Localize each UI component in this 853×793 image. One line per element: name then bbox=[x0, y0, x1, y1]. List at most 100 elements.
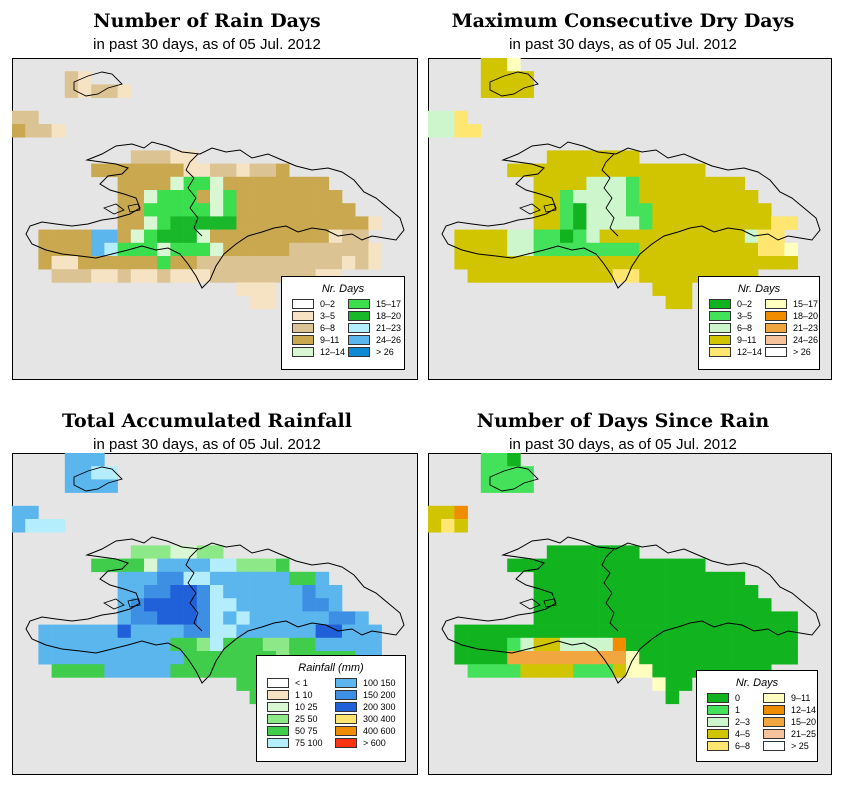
grid-cell bbox=[117, 585, 132, 599]
grid-cell bbox=[223, 611, 237, 625]
legend-item: < 1 bbox=[267, 678, 308, 689]
grid-cell bbox=[731, 216, 746, 230]
legend-item: 100 150 bbox=[335, 678, 396, 689]
grid-cell bbox=[196, 269, 211, 283]
grid-cell bbox=[639, 256, 653, 270]
grid-cell bbox=[130, 163, 145, 178]
grid-cell bbox=[678, 176, 693, 191]
grid-cell bbox=[236, 216, 250, 230]
legend-label: 3–5 bbox=[320, 311, 336, 321]
grid-cell bbox=[170, 242, 184, 257]
grid-cell bbox=[678, 269, 693, 283]
grid-cell bbox=[196, 216, 211, 230]
grid-cell bbox=[130, 256, 145, 270]
grid-cell bbox=[38, 651, 52, 665]
legend-item: 10 25 bbox=[267, 702, 318, 713]
grid-cell bbox=[744, 598, 759, 612]
grid-cell bbox=[507, 58, 521, 72]
grid-cell bbox=[467, 269, 482, 283]
grid-cell bbox=[705, 190, 719, 204]
grid-cell bbox=[64, 453, 79, 467]
legend-label: 200 300 bbox=[363, 702, 396, 712]
grid-cell bbox=[157, 651, 171, 665]
grid-cell bbox=[210, 242, 224, 257]
legend-item: 2–3 bbox=[707, 717, 750, 728]
legend-swatch bbox=[292, 311, 314, 321]
grid-cell bbox=[573, 585, 587, 599]
country-border bbox=[185, 153, 203, 237]
grid-cell bbox=[744, 585, 759, 599]
grid-cell bbox=[262, 624, 277, 639]
grid-cell bbox=[533, 585, 548, 599]
lake-outline bbox=[127, 203, 141, 213]
grid-cell bbox=[315, 611, 330, 625]
legend-item: 9–11 bbox=[763, 693, 810, 704]
grid-cell bbox=[718, 190, 732, 204]
grid-cell bbox=[302, 216, 316, 230]
grid-cell bbox=[223, 571, 237, 586]
grid-cell bbox=[546, 637, 561, 652]
grid-cell bbox=[586, 545, 600, 559]
grid-cell bbox=[665, 203, 680, 217]
grid-cell bbox=[560, 163, 574, 178]
legend-swatch bbox=[763, 741, 785, 751]
grid-cell bbox=[533, 242, 548, 257]
legend-label: 12–14 bbox=[791, 705, 817, 715]
grid-cells bbox=[12, 71, 382, 310]
grid-cell bbox=[665, 611, 680, 625]
grid-cell bbox=[64, 71, 79, 85]
grid-cell bbox=[573, 611, 587, 625]
grid-cell bbox=[276, 611, 290, 625]
grid-cell bbox=[130, 176, 145, 191]
legend-item: 21–23 bbox=[348, 323, 401, 334]
legend-label: 12–14 bbox=[320, 347, 346, 357]
grid-cell bbox=[91, 637, 105, 652]
grid-cell bbox=[731, 585, 746, 599]
grid-cell bbox=[210, 545, 224, 559]
grid-cell bbox=[328, 585, 343, 599]
panel-title: Number of Days Since Rain bbox=[476, 410, 770, 432]
grid-cell bbox=[626, 611, 640, 625]
legend-swatch bbox=[267, 738, 289, 748]
grid-cell bbox=[612, 571, 627, 586]
grid-cell bbox=[91, 624, 105, 639]
grid-cell bbox=[51, 651, 66, 665]
legend-swatch bbox=[765, 299, 787, 309]
grid-cell bbox=[718, 229, 732, 244]
legend-swatch bbox=[707, 717, 729, 727]
grid-cell bbox=[170, 216, 184, 230]
grid-cell bbox=[157, 637, 171, 652]
grid-cell bbox=[784, 611, 798, 625]
grid-cell bbox=[599, 216, 614, 230]
grid-cell bbox=[170, 558, 184, 573]
grid-cell bbox=[626, 558, 640, 573]
grid-cell bbox=[560, 624, 574, 639]
legend-swatch bbox=[763, 705, 785, 715]
grid-cell bbox=[130, 611, 145, 625]
grid-cell bbox=[236, 190, 250, 204]
grid-cell bbox=[64, 256, 79, 270]
lake-outline bbox=[103, 203, 125, 215]
grid-cell bbox=[223, 163, 237, 178]
grid-cell bbox=[771, 242, 785, 257]
grid-cell bbox=[342, 256, 356, 270]
grid-cell bbox=[51, 229, 66, 244]
grid-cell bbox=[91, 256, 105, 270]
grid-cell bbox=[328, 611, 343, 625]
grid-cell bbox=[157, 571, 171, 586]
grid-cell bbox=[718, 256, 732, 270]
country-border bbox=[601, 153, 619, 237]
grid-cell bbox=[64, 84, 79, 98]
legend-label: 9–11 bbox=[791, 693, 811, 703]
grid-cell bbox=[315, 256, 330, 270]
grid-cell bbox=[560, 571, 574, 586]
grid-cell bbox=[183, 256, 198, 270]
legend-swatch bbox=[335, 702, 357, 712]
grid-cell bbox=[546, 624, 561, 639]
grid-cell bbox=[692, 163, 706, 178]
grid-cell bbox=[170, 203, 184, 217]
legend-item: 6–8 bbox=[707, 741, 750, 752]
grid-cell bbox=[599, 624, 614, 639]
tortuga-outline bbox=[489, 71, 539, 97]
grid-cell bbox=[586, 637, 600, 652]
